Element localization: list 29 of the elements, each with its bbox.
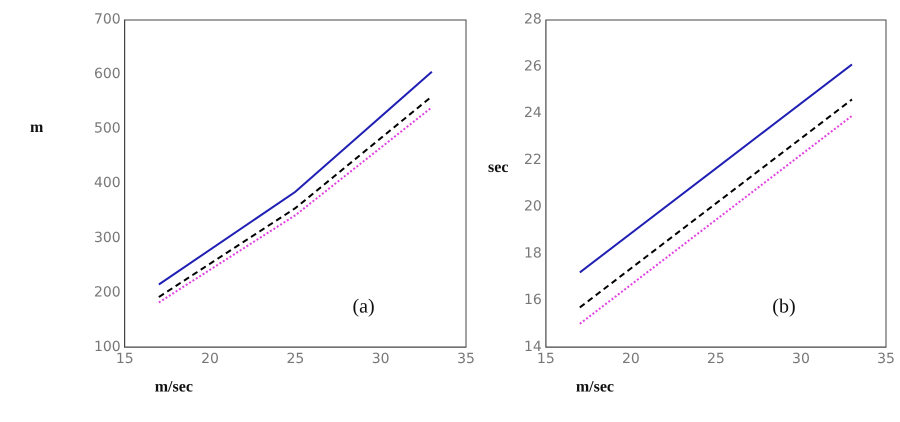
y-tick-label: 500	[94, 120, 121, 137]
y-tick-label: 24	[524, 105, 542, 122]
x-tick-label: 15	[116, 351, 134, 368]
y-tick-label: 26	[524, 58, 542, 74]
y-axis-title: sec	[488, 159, 508, 176]
annotation: (b)	[772, 295, 796, 318]
y-tick-label: 200	[94, 284, 121, 300]
y-tick-label: 600	[94, 66, 121, 82]
x-tick-label: 25	[706, 351, 725, 368]
x-tick-label: 35	[457, 351, 475, 368]
x-tick-label: 30	[792, 351, 810, 368]
y-tick-label: 400	[94, 175, 121, 192]
x-tick-label: 35	[877, 351, 895, 368]
y-axis-title: m	[30, 119, 44, 136]
y-tick-label: 20	[524, 198, 542, 215]
x-tick-label: 25	[286, 351, 304, 368]
x-axis-title: m/sec	[576, 378, 614, 396]
x-tick-label: 30	[372, 351, 390, 368]
annotation: (a)	[352, 295, 375, 318]
y-tick-label: 18	[524, 245, 542, 262]
y-tick-label: 300	[94, 230, 121, 246]
x-tick-label: 15	[536, 351, 555, 368]
y-tick-label: 22	[524, 152, 542, 168]
y-tick-label: 700	[94, 12, 121, 28]
y-tick-label: 16	[524, 292, 542, 308]
x-axis-title: m/sec	[154, 378, 193, 396]
x-tick-label: 20	[201, 351, 219, 368]
x-tick-label: 20	[622, 351, 640, 368]
y-tick-label: 28	[524, 12, 542, 28]
